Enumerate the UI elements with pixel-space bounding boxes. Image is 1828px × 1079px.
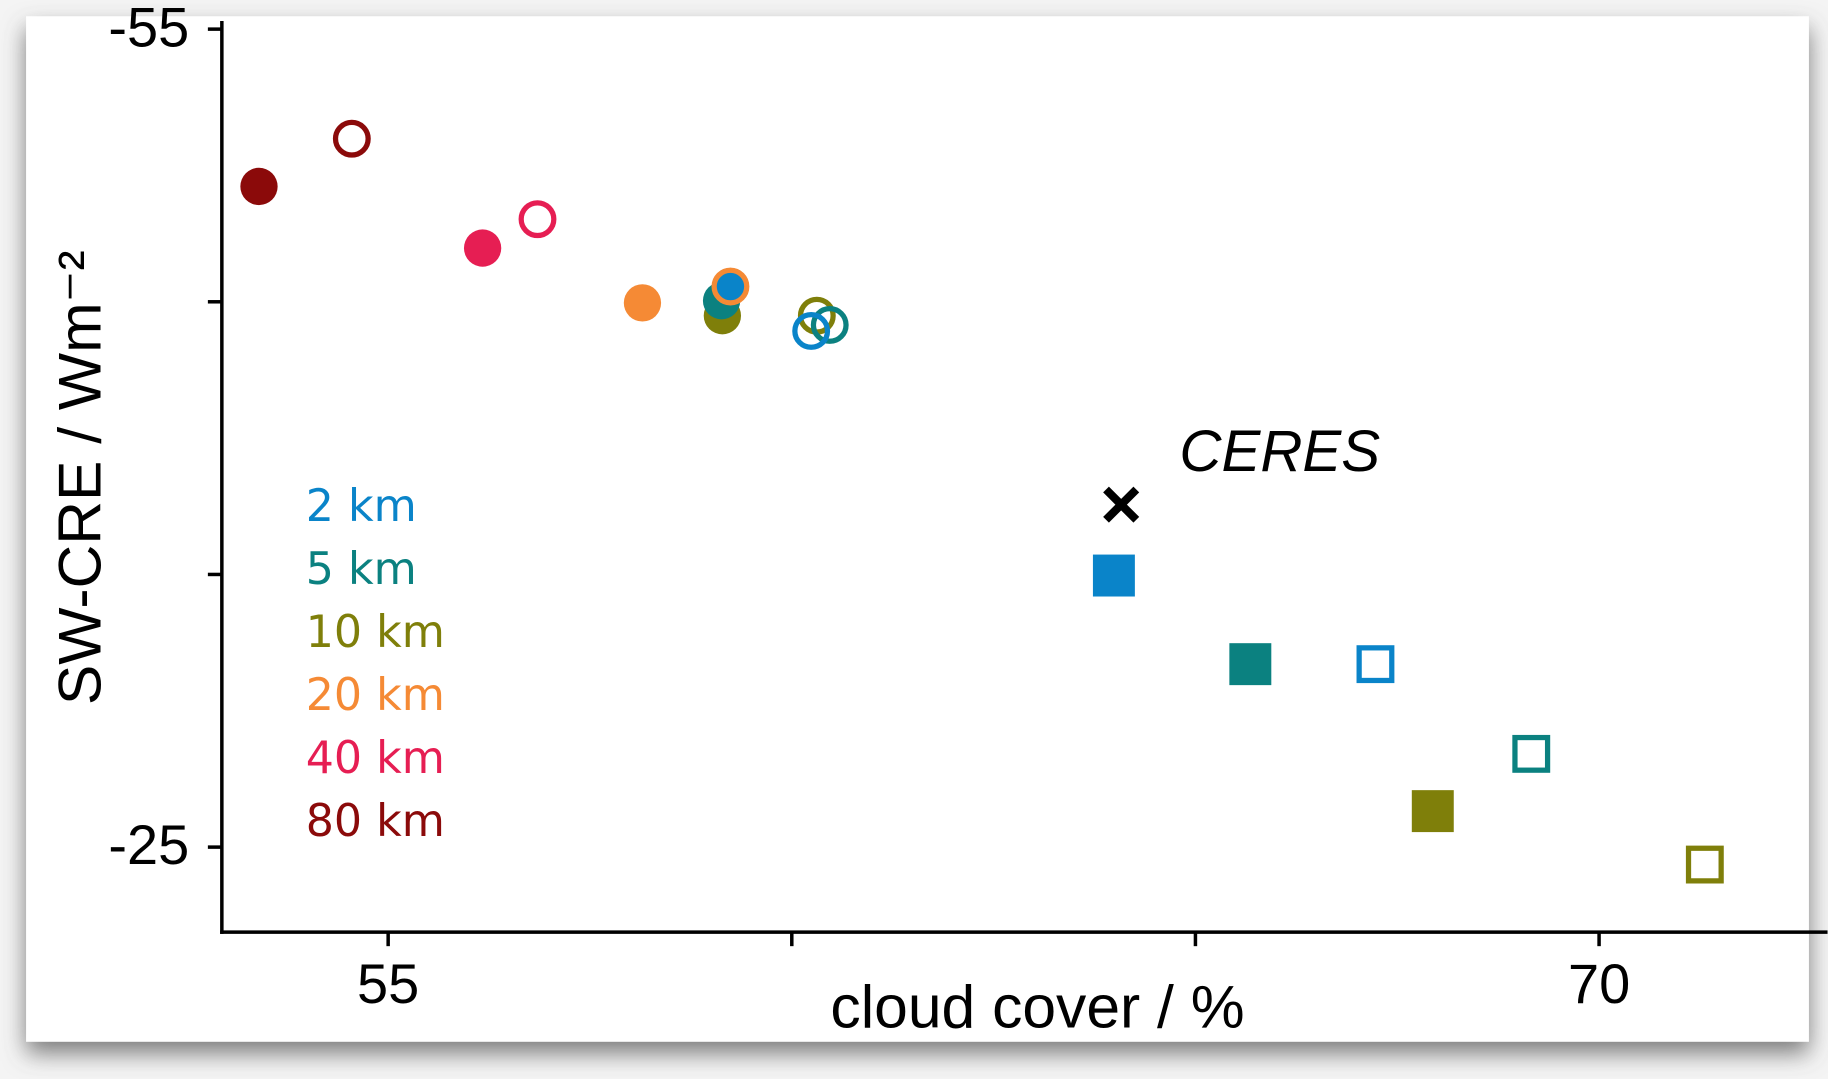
legend-label: 40 km: [306, 733, 445, 784]
reference-label: CERES: [1179, 419, 1380, 484]
paper: [26, 16, 1809, 1042]
marker-circle: [623, 284, 662, 322]
marker-circle: [711, 267, 750, 306]
marker-square: [1092, 554, 1135, 597]
marker-open-circle: [711, 267, 750, 306]
y-tick-label: -25: [108, 813, 189, 876]
x-tick-label: 70: [1568, 952, 1630, 1015]
legend-label: 5 km: [306, 544, 417, 595]
x-axis-title: cloud cover / %: [830, 972, 1244, 1040]
marker-open-circle: [792, 312, 831, 350]
plot-area: -55 -25 55 70 2 km 5 km 10 km 20 km 40 km 80 km CE…: [108, 0, 1828, 1015]
marker-open-square: [1685, 845, 1724, 884]
legend-label: 20 km: [306, 670, 445, 721]
legend-label: 80 km: [306, 796, 445, 847]
marker-open-square: [1512, 734, 1551, 773]
y-axis-title: SW-CRE / Wm⁻²: [45, 250, 113, 705]
marker-circle: [240, 167, 278, 206]
y-tick-label: -55: [108, 0, 189, 58]
marker-square: [1411, 790, 1454, 833]
legend-label: 10 km: [306, 607, 445, 658]
marker-open-circle: [518, 200, 557, 239]
marker-open-circle: [810, 306, 849, 344]
marker-circle: [463, 229, 502, 267]
reference-marker: [1103, 486, 1140, 523]
legend-label: 2 km: [306, 481, 417, 532]
marker-square: [1229, 643, 1272, 686]
marker-open-square: [1356, 645, 1395, 684]
x-tick-label: 55: [357, 952, 419, 1015]
marker-open-circle: [332, 119, 371, 158]
